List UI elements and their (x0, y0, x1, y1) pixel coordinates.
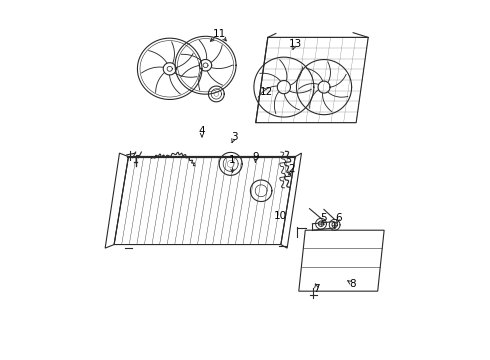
Text: 3: 3 (231, 132, 238, 142)
Text: 10: 10 (274, 211, 288, 221)
Text: 4: 4 (198, 126, 205, 135)
Text: 9: 9 (252, 152, 259, 162)
Text: 2: 2 (288, 164, 295, 174)
Text: 11: 11 (213, 29, 226, 39)
Text: 7: 7 (314, 284, 320, 294)
Text: 1: 1 (229, 155, 236, 165)
Text: 6: 6 (335, 213, 342, 222)
Text: 8: 8 (349, 279, 356, 289)
Text: 13: 13 (289, 39, 302, 49)
Text: 5: 5 (320, 213, 327, 222)
Text: 12: 12 (260, 87, 273, 97)
